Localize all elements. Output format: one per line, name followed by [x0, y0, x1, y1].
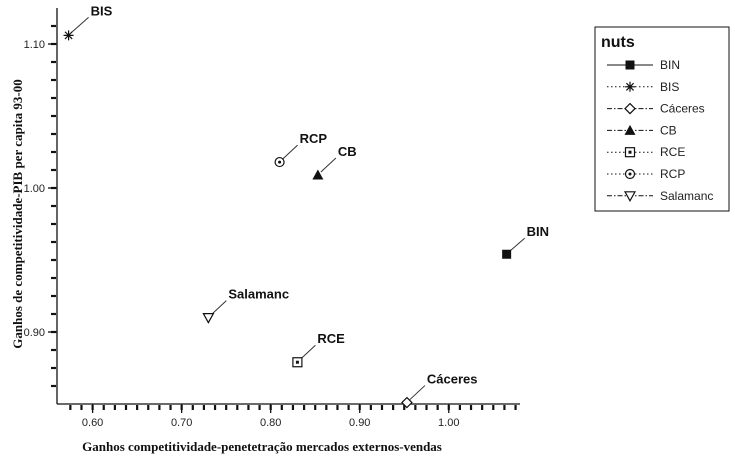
data-point [312, 169, 324, 180]
filled-square-marker [625, 60, 635, 70]
legend-box [594, 26, 730, 212]
legend-entry-label: Salamanc [660, 189, 713, 203]
diamond-marker [624, 102, 636, 115]
filled-square-marker [502, 249, 512, 259]
point-label: Salamanc [228, 287, 289, 302]
data-point [274, 156, 285, 168]
legend-entry-label: BIN [660, 58, 680, 72]
data-point [202, 313, 215, 324]
y-tick-label: 0.90 [24, 327, 45, 339]
legend-marker [625, 60, 635, 70]
triangle-down-marker [623, 191, 637, 203]
point-label-leader [509, 237, 525, 252]
legend-marker [624, 147, 636, 158]
data-point [502, 249, 512, 259]
legend-entry-label: RCE [660, 145, 685, 159]
data-point [401, 396, 413, 409]
point-label-leader [300, 344, 316, 360]
point-label: CB [338, 144, 357, 159]
data-point [292, 357, 303, 368]
legend-entry-label: BIS [660, 80, 679, 94]
y-axis-label: Ganhos de competitividade-PIB per capita… [10, 79, 25, 349]
legend-entry-label: RCP [660, 167, 685, 181]
legend-entry-label: CB [660, 123, 677, 137]
circle-marker-dot [278, 160, 282, 164]
point-label: RCE [317, 331, 345, 346]
asterisk-marker [625, 81, 635, 92]
point-label-leader [409, 385, 426, 400]
legend-entry-label: Cáceres [660, 102, 705, 116]
point-label-leader [211, 300, 227, 315]
point-label-leader [71, 16, 89, 33]
legend-marker [624, 168, 636, 180]
point-label: BIN [527, 224, 549, 239]
y-tick-label: 1.10 [24, 39, 45, 51]
x-axis-label: Ganhos competitividade-penetetração merc… [82, 439, 442, 454]
legend-marker [623, 191, 637, 203]
point-label-leader [282, 144, 298, 160]
point-label: RCP [300, 131, 328, 146]
point-label-leader [320, 157, 337, 173]
data-point [63, 30, 74, 41]
x-tick-label: 0.80 [260, 417, 281, 429]
legend-marker [625, 81, 635, 92]
plot-area: 0.90 1.00 1.10 0.60 0.70 0.80 0.90 1.00 BIN BIS Cá… [24, 3, 549, 429]
x-tick-label: 0.90 [349, 417, 370, 429]
asterisk-marker [63, 30, 74, 41]
triangle-down-marker [202, 313, 215, 324]
y-tick-label: 1.00 [24, 183, 45, 195]
legend-title: nuts [601, 34, 635, 51]
point-label: Cáceres [427, 372, 478, 387]
point-label: BIS [91, 3, 113, 18]
circle-marker-dot [628, 172, 632, 176]
diamond-marker [401, 396, 413, 409]
legend: nuts BIN BIS Cáceres CB RCE RCP Salamanc [594, 26, 730, 212]
filled-triangle-marker [312, 169, 324, 180]
square-marker-dot [295, 360, 299, 364]
legend-marker [624, 102, 636, 115]
x-tick-label: 0.60 [82, 417, 103, 429]
x-tick-label: 1.00 [438, 417, 459, 429]
x-tick-label: 0.70 [171, 417, 192, 429]
legend-marker [624, 124, 636, 135]
square-marker-dot [628, 150, 632, 154]
filled-triangle-marker [624, 124, 636, 135]
